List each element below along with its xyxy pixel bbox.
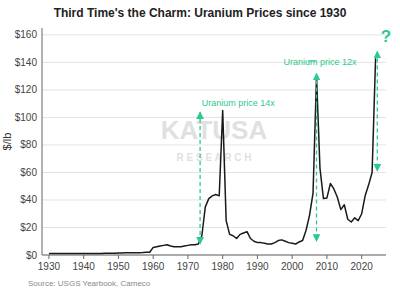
y-tick-label: $20 [20,222,37,233]
watermark-subtitle: R E S E A R C H [177,152,252,163]
y-axis [42,28,43,255]
x-axis [42,255,386,256]
x-tick-label: 1960 [142,261,165,272]
y-grid [42,35,386,255]
x-tick-label: 2020 [351,261,374,272]
grid-line [42,227,386,228]
watermark: KATUSA [161,115,268,145]
x-tick [187,255,188,259]
y-tick-label: $80 [20,139,37,150]
chart: Third Time's the Charm: Uranium Prices s… [0,0,400,291]
grid-line [42,34,386,35]
x-tick [222,255,223,259]
title: Third Time's the Charm: Uranium Prices s… [54,6,347,20]
annotation: Uranium price 14x [202,98,276,108]
x-tick-label: 2000 [281,261,304,272]
x-tick-label: 1970 [177,261,200,272]
y-tick-label: $140 [15,57,38,68]
x-tick [361,255,362,259]
annotation: ? [381,27,391,46]
annotation-arrow [316,73,317,241]
x-tick-label: 1980 [212,261,235,272]
grid-line [42,255,386,256]
x-tick-label: 2010 [316,261,339,272]
y-tick-label: $40 [20,194,37,205]
annotation: Uranium price 12x [283,57,357,67]
annotation-arrow [199,112,200,244]
y-tick-label: $160 [15,29,38,40]
y-tick-label: $120 [15,84,38,95]
y-tick-label: $100 [15,112,38,123]
grid-line [42,172,386,173]
x-tick [48,255,49,259]
grid-line [42,89,386,90]
x-tick [292,255,293,259]
x-tick-label: 1950 [107,261,130,272]
plot-area [49,51,377,253]
x-tick-label: 1990 [246,261,269,272]
x-tick-label: 1930 [38,261,61,272]
price-line [49,58,376,253]
x-tick [83,255,84,259]
x-tick [153,255,154,259]
y-tick-label: $0 [26,250,38,261]
x-tick [326,255,327,259]
x-tick [257,255,258,259]
annotation-arrow [377,51,378,171]
y-tick-label: $60 [20,167,37,178]
grid-line [42,199,386,200]
x-tick-label: 1940 [73,261,96,272]
y-axis-label: $/lb [1,133,13,151]
x-tick [118,255,119,259]
source: Source: USGS Yearbook, Cameco [28,279,151,288]
